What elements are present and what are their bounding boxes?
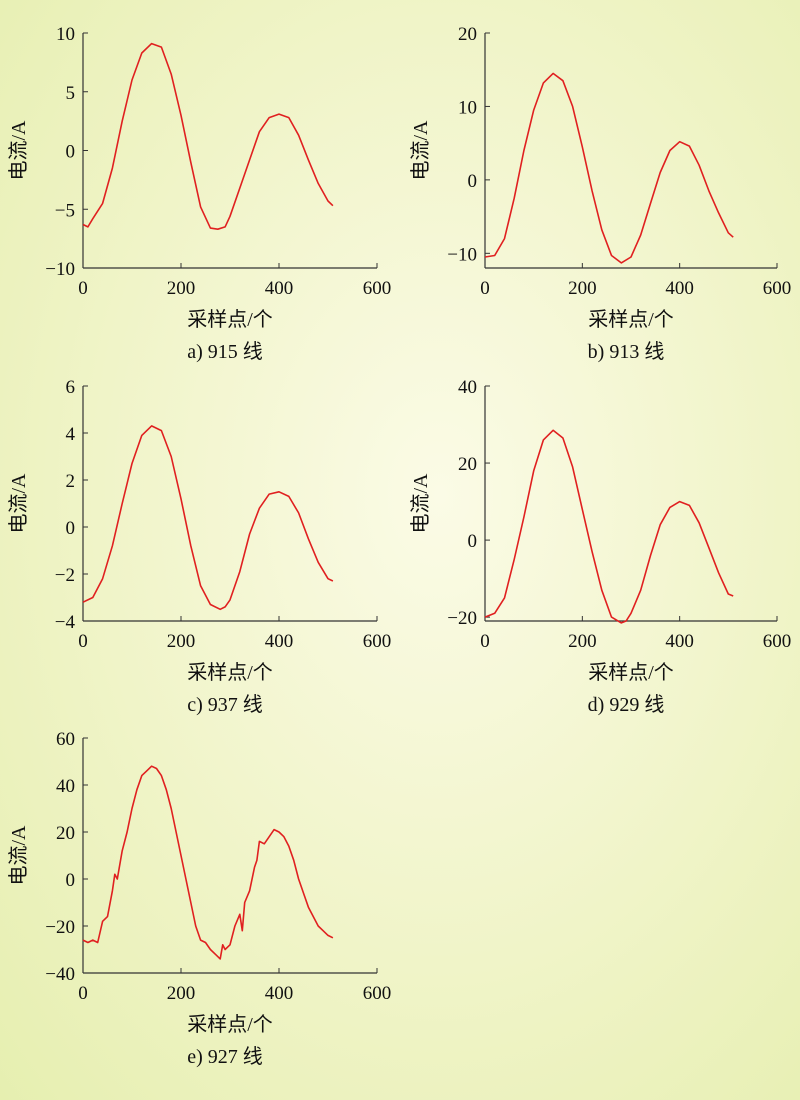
chart1-x-axis-label: 采样点/个 [187, 308, 273, 331]
chart3-x-tick-label: 200 [167, 631, 196, 652]
chart2-x-axis-label: 采样点/个 [588, 308, 674, 331]
chart1-y-tick-label: −5 [55, 200, 75, 221]
chart5-y-tick-label: 60 [56, 729, 75, 750]
chart5-x-tick-label: 600 [363, 983, 392, 1004]
chart2-x-tick-label: 200 [568, 278, 597, 299]
chart1-caption: a) 915 线 [187, 340, 263, 363]
chart1-y-tick-label: 10 [56, 24, 75, 45]
chart3-x-tick-label: 0 [78, 631, 88, 652]
chart4-y-tick-label: 40 [458, 377, 477, 398]
chart4-x-tick-label: 400 [665, 631, 694, 652]
chart4-x-tick-label: 600 [763, 631, 792, 652]
chart4-series-line [484, 429, 734, 624]
chart3-y-tick-label: 0 [66, 518, 76, 539]
chart2-y-tick-label: 10 [458, 97, 477, 118]
chart2-x-tick-label: 0 [480, 278, 490, 299]
chart2-y-tick-label: −10 [447, 244, 477, 265]
chart4-caption: d) 929 线 [588, 693, 665, 716]
chart4-x-tick-label: 0 [480, 631, 490, 652]
chart4-y-tick-label: −20 [447, 608, 477, 629]
chart5-y-tick-label: 0 [66, 870, 76, 891]
chart2-y-tick-label: 0 [468, 171, 478, 192]
chart1-y-tick-label: 0 [66, 142, 76, 163]
chart3-y-tick-label: 4 [66, 424, 76, 445]
chart4-y-tick-label: 20 [458, 454, 477, 475]
chart4-x-tick-label: 200 [568, 631, 597, 652]
chart3-caption: c) 937 线 [187, 693, 263, 716]
chart4-y-tick-label: 0 [468, 531, 478, 552]
chart1-x-tick-label: 0 [78, 278, 88, 299]
chart2-y-tick-label: 20 [458, 24, 477, 45]
chart5-series-line [82, 765, 334, 960]
chart3-y-tick-label: 2 [66, 471, 76, 492]
chart3-x-tick-label: 600 [363, 631, 392, 652]
chart1-y-tick-label: −10 [45, 259, 75, 280]
chart5-x-tick-label: 400 [265, 983, 294, 1004]
chart3-series-line [82, 425, 334, 611]
chart2-caption: b) 913 线 [588, 340, 665, 363]
chart4-y-axis-label: 电流/A [409, 473, 432, 534]
chart5-x-tick-label: 200 [167, 983, 196, 1004]
chart5-caption: e) 927 线 [187, 1045, 263, 1068]
chart2-series-line [484, 72, 734, 264]
chart1-y-axis-label: 电流/A [7, 120, 30, 181]
chart3-x-tick-label: 400 [265, 631, 294, 652]
chart1-x-tick-label: 200 [167, 278, 196, 299]
chart1-x-tick-label: 600 [363, 278, 392, 299]
chart1-y-tick-label: 5 [66, 83, 76, 104]
chart5-y-tick-label: −20 [45, 917, 75, 938]
chart2-y-axis-label: 电流/A [409, 120, 432, 181]
chart2-x-tick-label: 600 [763, 278, 792, 299]
chart1-series-line [82, 42, 334, 230]
chart3-x-axis-label: 采样点/个 [187, 661, 273, 684]
chart3-y-axis-label: 电流/A [7, 473, 30, 534]
chart3-y-tick-label: 6 [66, 377, 76, 398]
chart5-y-tick-label: 20 [56, 823, 75, 844]
chart1-x-tick-label: 400 [265, 278, 294, 299]
chart3-y-tick-label: −4 [55, 612, 76, 633]
chart5-x-axis-label: 采样点/个 [187, 1013, 273, 1036]
chart4-x-axis-label: 采样点/个 [588, 661, 674, 684]
chart5-y-axis-label: 电流/A [7, 825, 30, 886]
chart2-x-tick-label: 400 [665, 278, 694, 299]
chart3-y-tick-label: −2 [55, 565, 75, 586]
chart5-y-tick-label: 40 [56, 776, 75, 797]
chart5-y-tick-label: −40 [45, 964, 75, 985]
chart5-x-tick-label: 0 [78, 983, 88, 1004]
